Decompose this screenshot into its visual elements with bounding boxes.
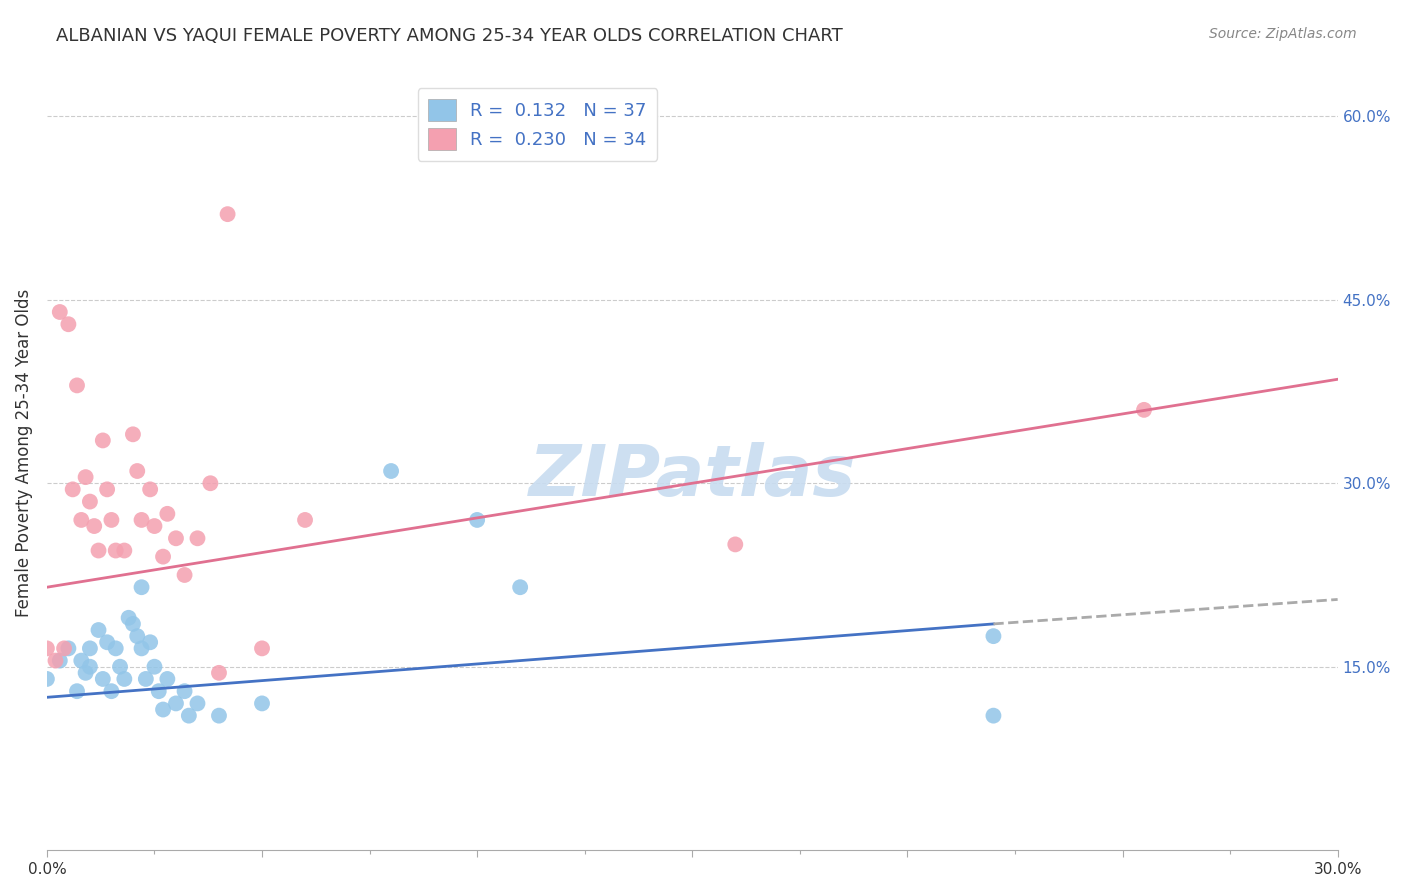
Point [156,672,179,686]
Point [122,427,145,442]
Point [117,611,139,625]
Point [58,317,80,331]
Point [152,549,174,564]
Point [165,697,187,711]
Point [100,684,122,698]
Point [983,629,1005,643]
Point [44,654,66,668]
Point [177,708,200,723]
Point [156,507,179,521]
Point [79,641,101,656]
Point [294,513,316,527]
Point [509,580,531,594]
Point [131,580,153,594]
Point [91,672,114,686]
Point [70,654,93,668]
Point [66,378,89,392]
Point [152,702,174,716]
Point [83,519,105,533]
Point [79,659,101,673]
Point [75,665,97,680]
Point [139,635,162,649]
Point [200,476,222,491]
Point [135,672,157,686]
Text: ALBANIAN VS YAQUI FEMALE POVERTY AMONG 25-34 YEAR OLDS CORRELATION CHART: ALBANIAN VS YAQUI FEMALE POVERTY AMONG 2… [56,27,844,45]
Point [35,641,58,656]
Point [250,697,273,711]
Point [127,464,149,478]
Point [75,470,97,484]
Point [186,697,208,711]
Point [53,641,76,656]
Point [143,659,166,673]
Point [104,641,127,656]
Point [380,464,402,478]
Point [1133,402,1156,417]
Point [104,543,127,558]
Point [35,672,58,686]
Point [79,494,101,508]
Point [465,513,488,527]
Point [127,629,149,643]
Point [148,684,170,698]
Point [122,616,145,631]
Point [96,635,118,649]
Point [112,543,135,558]
Point [91,434,114,448]
Point [173,684,195,698]
Point [49,305,72,319]
Point [131,641,153,656]
Point [62,483,84,497]
Point [724,537,747,551]
Legend: R =  0.132   N = 37, R =  0.230   N = 34: R = 0.132 N = 37, R = 0.230 N = 34 [418,88,657,161]
Point [49,654,72,668]
Point [87,543,110,558]
Point [139,483,162,497]
Point [250,641,273,656]
Point [58,641,80,656]
Point [70,513,93,527]
Point [208,665,231,680]
Point [96,483,118,497]
Point [87,623,110,637]
Point [131,513,153,527]
Point [108,659,131,673]
Point [100,513,122,527]
Text: Source: ZipAtlas.com: Source: ZipAtlas.com [1209,27,1357,41]
Point [165,531,187,545]
Point [217,207,239,221]
Point [983,708,1005,723]
Point [66,684,89,698]
Text: ZIPatlas: ZIPatlas [529,442,856,511]
Point [173,568,195,582]
Point [208,708,231,723]
Point [143,519,166,533]
Y-axis label: Female Poverty Among 25-34 Year Olds: Female Poverty Among 25-34 Year Olds [15,288,32,616]
Point [112,672,135,686]
Point [186,531,208,545]
